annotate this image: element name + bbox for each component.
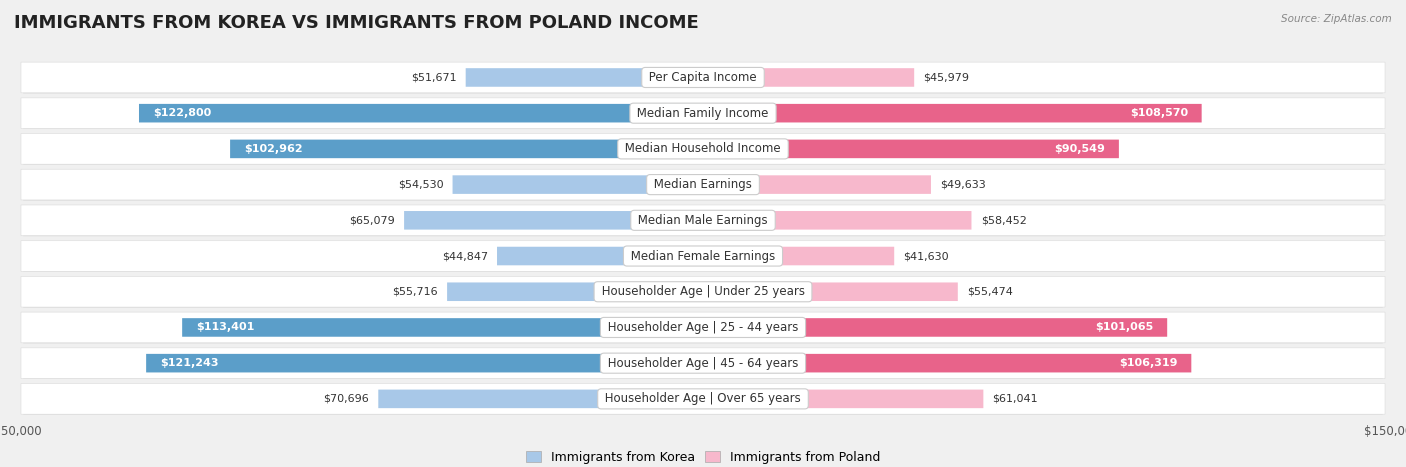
Text: Householder Age | Under 25 years: Householder Age | Under 25 years [598, 285, 808, 298]
FancyBboxPatch shape [24, 241, 1382, 272]
FancyBboxPatch shape [703, 283, 957, 301]
Text: $121,243: $121,243 [160, 358, 218, 368]
Text: Householder Age | Over 65 years: Householder Age | Over 65 years [602, 392, 804, 405]
FancyBboxPatch shape [703, 318, 1167, 337]
Text: Median Female Earnings: Median Female Earnings [627, 249, 779, 262]
FancyBboxPatch shape [703, 68, 914, 87]
FancyBboxPatch shape [24, 63, 1382, 93]
Text: $41,630: $41,630 [904, 251, 949, 261]
Text: $55,716: $55,716 [392, 287, 437, 297]
FancyBboxPatch shape [378, 389, 703, 408]
FancyBboxPatch shape [703, 389, 983, 408]
Text: $101,065: $101,065 [1095, 322, 1153, 333]
Text: $55,474: $55,474 [967, 287, 1012, 297]
FancyBboxPatch shape [24, 134, 1382, 165]
FancyBboxPatch shape [21, 241, 1385, 271]
Text: $45,979: $45,979 [924, 72, 969, 83]
Text: Householder Age | 25 - 44 years: Householder Age | 25 - 44 years [605, 321, 801, 334]
FancyBboxPatch shape [447, 283, 703, 301]
Text: $49,633: $49,633 [941, 180, 986, 190]
Text: Per Capita Income: Per Capita Income [645, 71, 761, 84]
FancyBboxPatch shape [703, 140, 1119, 158]
FancyBboxPatch shape [453, 175, 703, 194]
FancyBboxPatch shape [703, 104, 1202, 122]
FancyBboxPatch shape [183, 318, 703, 337]
FancyBboxPatch shape [139, 104, 703, 122]
FancyBboxPatch shape [21, 383, 1385, 414]
Text: Median Earnings: Median Earnings [650, 178, 756, 191]
FancyBboxPatch shape [21, 348, 1385, 379]
Text: Householder Age | 45 - 64 years: Householder Age | 45 - 64 years [605, 357, 801, 370]
FancyBboxPatch shape [496, 247, 703, 265]
FancyBboxPatch shape [24, 277, 1382, 308]
FancyBboxPatch shape [404, 211, 703, 230]
Text: $44,847: $44,847 [441, 251, 488, 261]
Text: Median Household Income: Median Household Income [621, 142, 785, 156]
FancyBboxPatch shape [21, 169, 1385, 200]
FancyBboxPatch shape [24, 348, 1382, 379]
Text: Source: ZipAtlas.com: Source: ZipAtlas.com [1281, 14, 1392, 24]
FancyBboxPatch shape [24, 312, 1382, 343]
Text: Median Male Earnings: Median Male Earnings [634, 214, 772, 227]
Legend: Immigrants from Korea, Immigrants from Poland: Immigrants from Korea, Immigrants from P… [520, 446, 886, 467]
FancyBboxPatch shape [21, 205, 1385, 236]
Text: $65,079: $65,079 [349, 215, 395, 225]
FancyBboxPatch shape [703, 175, 931, 194]
Text: $90,549: $90,549 [1054, 144, 1105, 154]
Text: $54,530: $54,530 [398, 180, 443, 190]
FancyBboxPatch shape [703, 354, 1191, 373]
FancyBboxPatch shape [703, 211, 972, 230]
Text: Median Family Income: Median Family Income [634, 106, 772, 120]
Text: $108,570: $108,570 [1130, 108, 1188, 118]
FancyBboxPatch shape [24, 98, 1382, 129]
Text: $102,962: $102,962 [243, 144, 302, 154]
Text: $61,041: $61,041 [993, 394, 1038, 404]
FancyBboxPatch shape [24, 205, 1382, 236]
FancyBboxPatch shape [231, 140, 703, 158]
Text: $106,319: $106,319 [1119, 358, 1178, 368]
FancyBboxPatch shape [146, 354, 703, 373]
FancyBboxPatch shape [21, 312, 1385, 343]
Text: $70,696: $70,696 [323, 394, 370, 404]
FancyBboxPatch shape [24, 170, 1382, 200]
Text: IMMIGRANTS FROM KOREA VS IMMIGRANTS FROM POLAND INCOME: IMMIGRANTS FROM KOREA VS IMMIGRANTS FROM… [14, 14, 699, 32]
FancyBboxPatch shape [21, 98, 1385, 128]
Text: $51,671: $51,671 [411, 72, 457, 83]
Text: $58,452: $58,452 [980, 215, 1026, 225]
Text: $113,401: $113,401 [195, 322, 254, 333]
FancyBboxPatch shape [21, 134, 1385, 164]
FancyBboxPatch shape [24, 384, 1382, 415]
Text: $122,800: $122,800 [153, 108, 211, 118]
FancyBboxPatch shape [465, 68, 703, 87]
FancyBboxPatch shape [703, 247, 894, 265]
FancyBboxPatch shape [21, 62, 1385, 93]
FancyBboxPatch shape [21, 276, 1385, 307]
